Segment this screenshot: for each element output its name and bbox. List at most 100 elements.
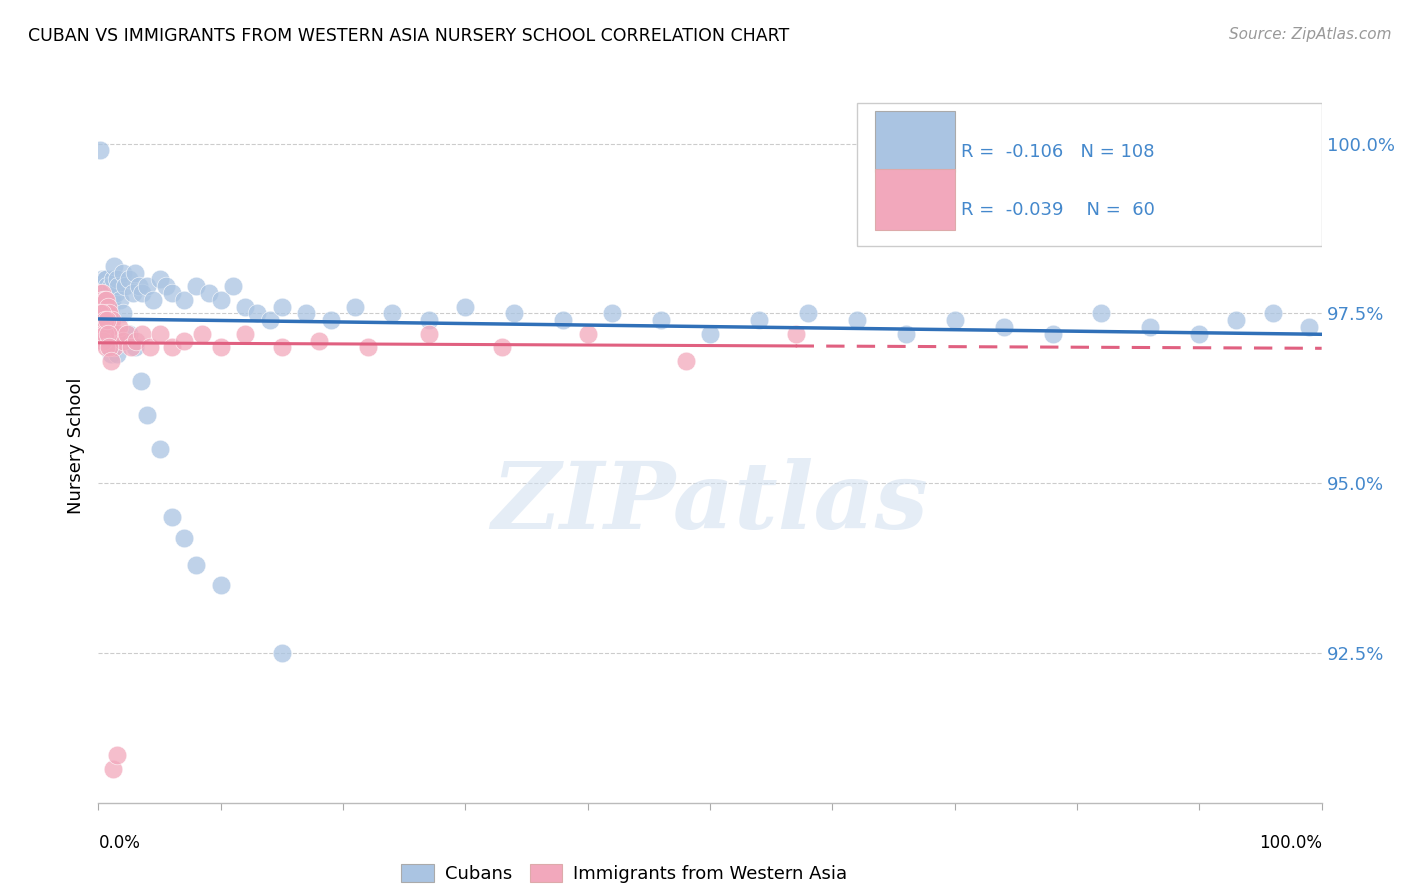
Point (98, 306, 121, 320)
Text: 0.0%: 0.0% (98, 834, 141, 852)
Point (90, 326, 112, 341)
Point (101, 293, 124, 307)
Point (108, 320, 131, 334)
Point (149, 272, 172, 286)
Point (98, 334, 121, 348)
Point (118, 326, 141, 341)
Point (115, 326, 138, 341)
Point (344, 300, 367, 314)
Point (114, 279, 136, 293)
Point (91, 272, 114, 286)
Point (91, 306, 114, 320)
Point (93, 293, 115, 307)
Point (94, 320, 117, 334)
Point (100, 279, 122, 293)
Point (111, 306, 134, 320)
Point (93, 306, 115, 320)
Point (94, 306, 117, 320)
Point (89, 286, 111, 301)
Point (101, 326, 124, 341)
Point (103, 259, 125, 273)
Point (124, 341, 146, 355)
FancyBboxPatch shape (856, 103, 1322, 246)
Point (270, 646, 294, 660)
Point (295, 306, 318, 320)
Point (89, 144, 111, 158)
Point (100, 347, 122, 361)
Point (491, 341, 513, 355)
Point (94, 293, 117, 307)
Point (209, 293, 232, 307)
Point (91, 306, 114, 320)
Point (98, 293, 121, 307)
Point (96, 300, 118, 314)
Point (155, 279, 177, 293)
Point (105, 272, 128, 286)
Point (503, 306, 526, 320)
Point (94, 286, 117, 301)
Point (1042, 326, 1064, 341)
Point (356, 341, 378, 355)
Point (110, 293, 132, 307)
Text: Source: ZipAtlas.com: Source: ZipAtlas.com (1229, 27, 1392, 42)
Point (105, 326, 128, 341)
Point (246, 306, 269, 320)
Point (98, 341, 121, 355)
Point (1261, 306, 1284, 320)
Point (233, 300, 256, 314)
FancyBboxPatch shape (875, 112, 955, 172)
Point (107, 279, 129, 293)
Point (91, 300, 114, 314)
Point (675, 354, 697, 368)
Point (1188, 326, 1211, 341)
Point (104, 286, 127, 301)
Point (97, 300, 120, 314)
Point (101, 272, 124, 286)
Point (173, 293, 195, 307)
Point (233, 326, 256, 341)
Point (197, 286, 219, 301)
Point (93, 313, 115, 327)
Point (160, 341, 183, 355)
Point (91, 286, 114, 301)
Point (105, 748, 128, 763)
Point (94, 341, 117, 355)
Point (222, 279, 245, 293)
Point (173, 531, 195, 545)
Point (209, 341, 232, 355)
Point (105, 347, 128, 361)
Point (1225, 313, 1247, 327)
Point (160, 286, 183, 301)
Point (97, 306, 120, 320)
Point (124, 266, 146, 280)
Point (93, 320, 115, 334)
Point (308, 334, 330, 348)
Point (101, 326, 124, 341)
Legend: Cubans, Immigrants from Western Asia: Cubans, Immigrants from Western Asia (394, 856, 855, 890)
Point (186, 279, 208, 293)
Text: CUBAN VS IMMIGRANTS FROM WESTERN ASIA NURSERY SCHOOL CORRELATION CHART: CUBAN VS IMMIGRANTS FROM WESTERN ASIA NU… (28, 27, 789, 45)
Point (111, 266, 134, 280)
Point (93, 306, 115, 320)
Point (319, 313, 342, 327)
Point (553, 313, 575, 327)
Point (90, 313, 112, 327)
Point (91, 306, 114, 320)
Point (136, 409, 159, 423)
Point (91, 306, 114, 320)
Point (209, 578, 232, 592)
Point (993, 320, 1015, 334)
Point (576, 326, 599, 341)
Point (894, 326, 917, 341)
Point (131, 286, 153, 301)
Point (160, 510, 183, 524)
Point (91, 334, 114, 348)
Point (93, 313, 115, 327)
Point (748, 313, 770, 327)
Point (93, 313, 115, 327)
Point (97, 320, 120, 334)
Point (89, 306, 111, 320)
Point (418, 326, 440, 341)
Point (91, 306, 114, 320)
Point (91, 286, 114, 301)
